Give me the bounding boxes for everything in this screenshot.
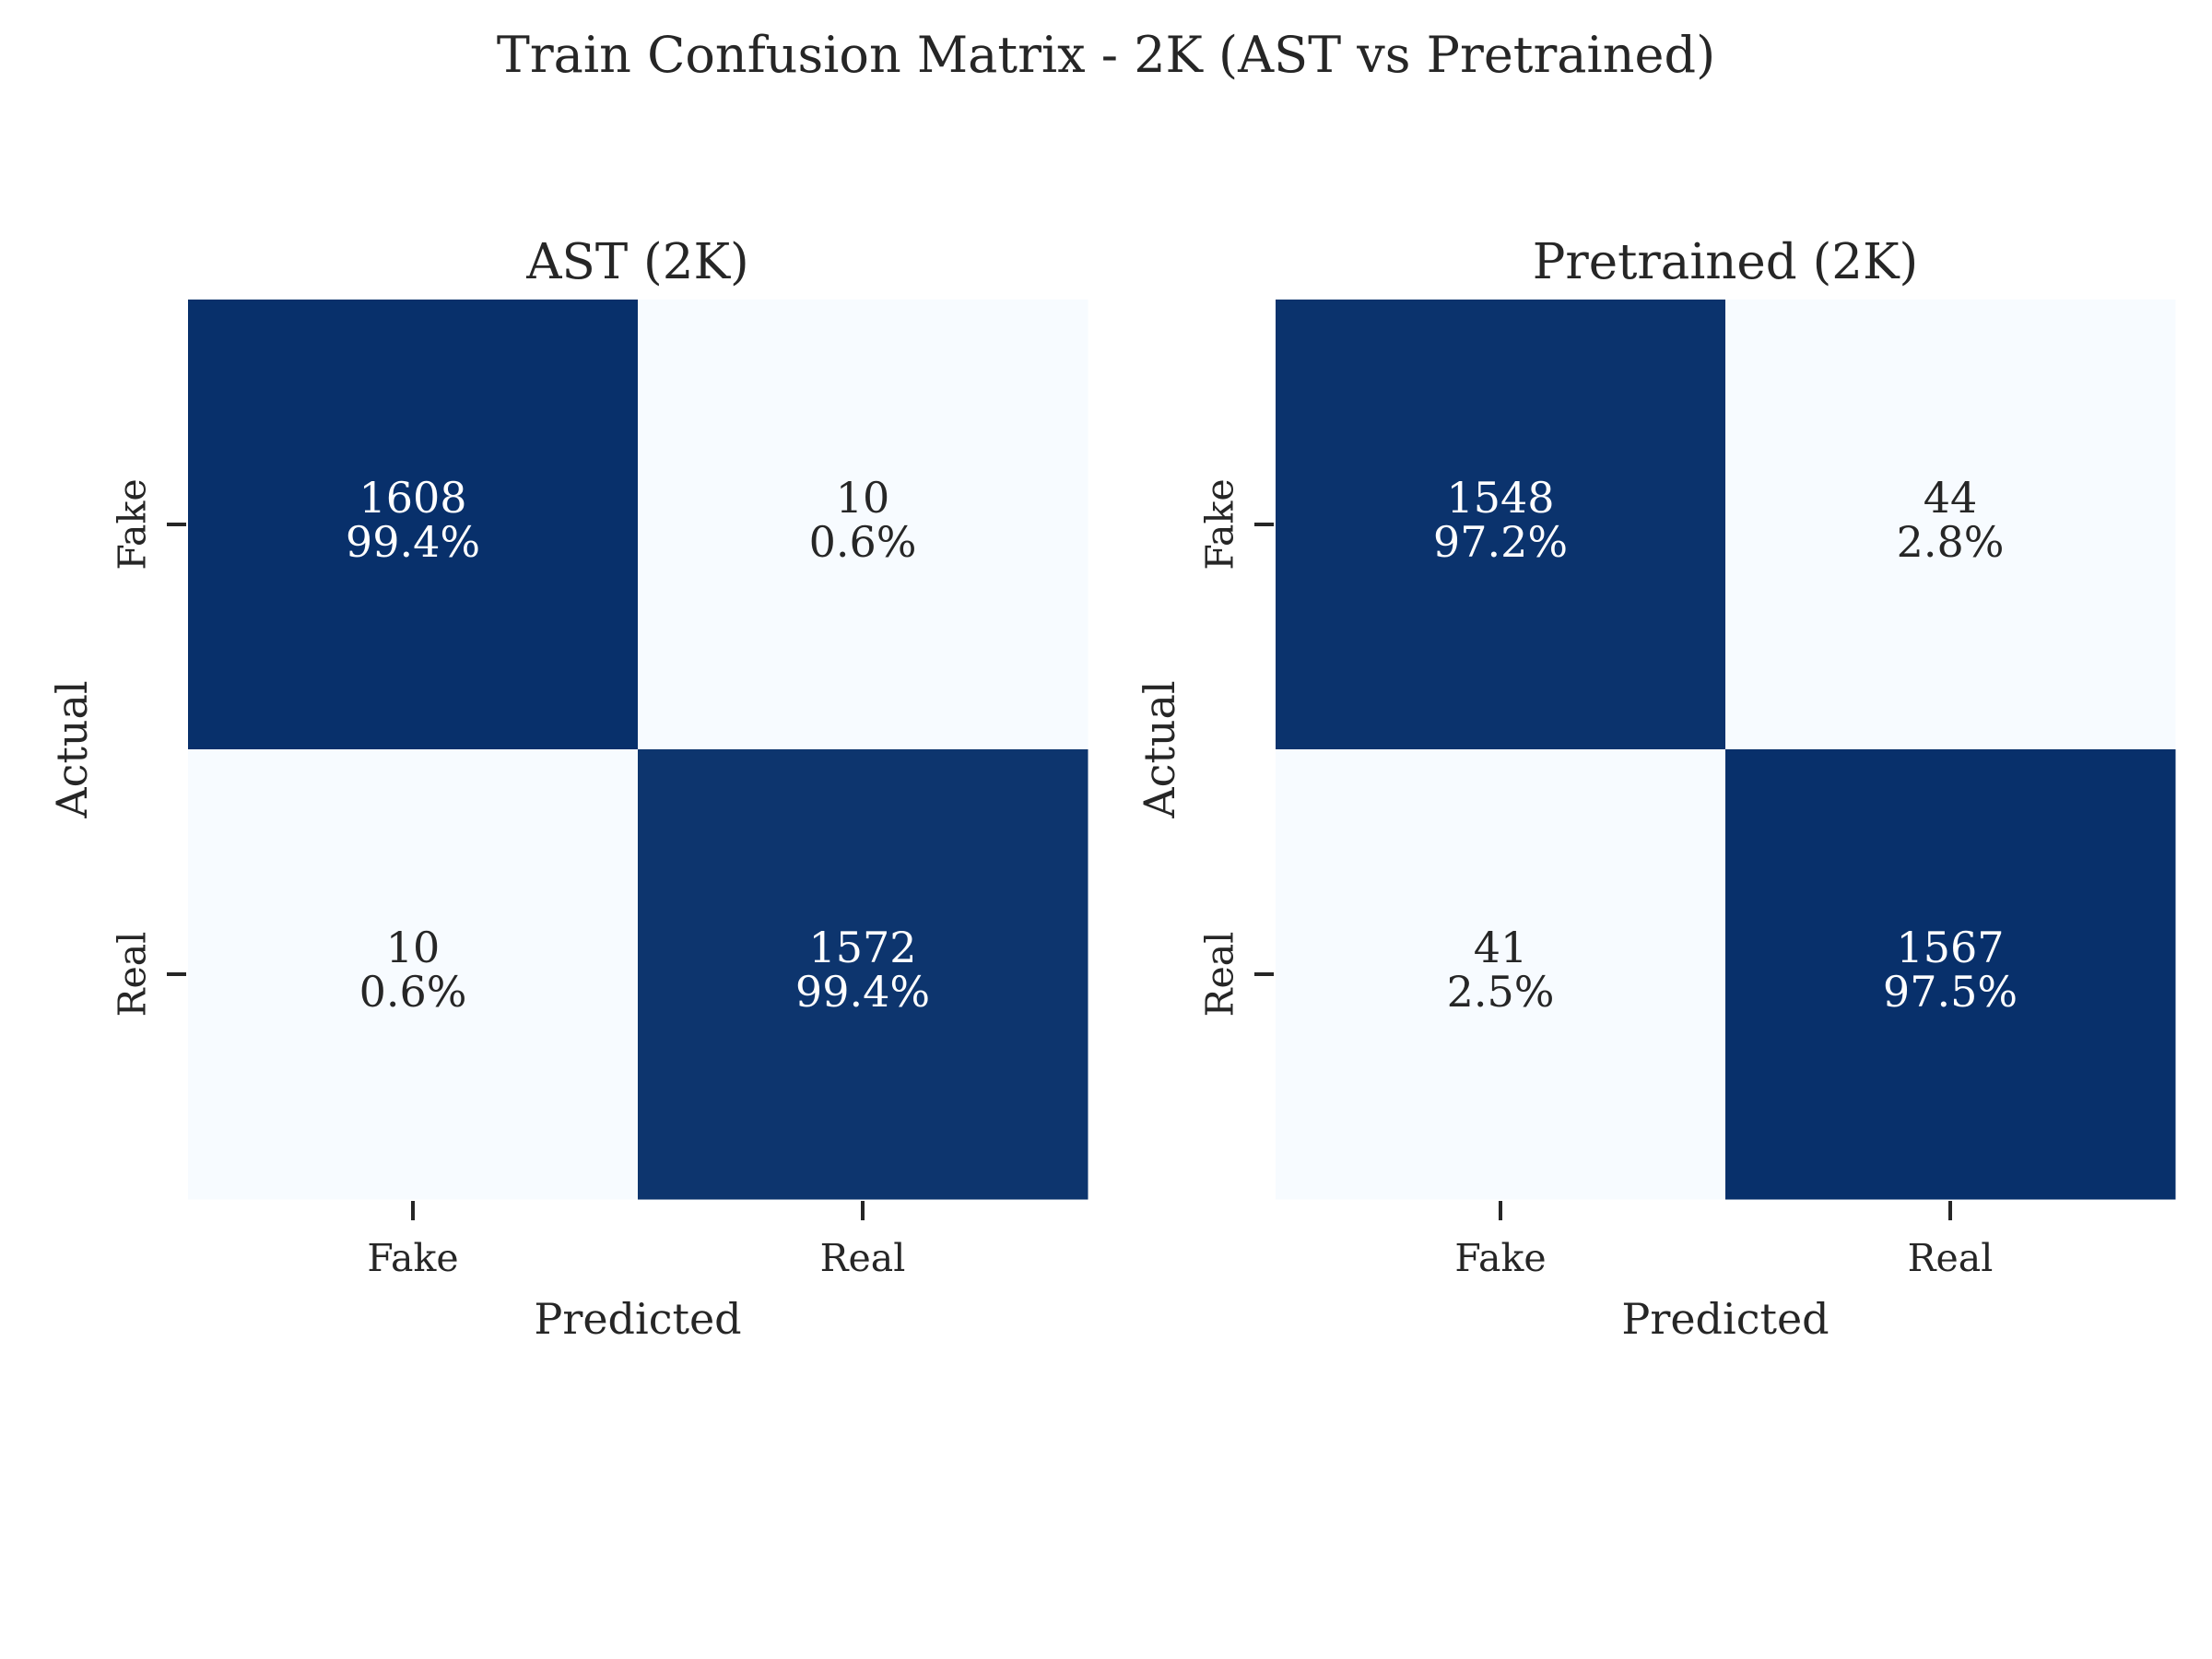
cell-percent-label: 99.4%	[346, 517, 480, 567]
y-tick-label: Real	[111, 932, 155, 1018]
x-tick-label: Fake	[367, 1236, 458, 1280]
heatmap-cell	[1276, 749, 1726, 1200]
cell-percent-label: 0.6%	[809, 517, 917, 567]
cell-count-label: 41	[1474, 923, 1528, 972]
cell-count-label: 10	[836, 473, 890, 523]
y-tick-label: Real	[1198, 932, 1242, 1018]
x-tick-label: Real	[820, 1236, 906, 1280]
heatmap-cell	[1725, 749, 2176, 1200]
cell-count-label: 1567	[1896, 923, 2004, 972]
heatmap-cell	[188, 300, 639, 750]
panel-title: AST (2K)	[525, 234, 748, 290]
heatmap-cell	[188, 749, 639, 1200]
cell-percent-label: 97.2%	[1433, 517, 1568, 567]
heatmap-cell	[1725, 300, 2176, 750]
figure-suptitle: Train Confusion Matrix - 2K (AST vs Pret…	[497, 26, 1715, 84]
x-tick-label: Real	[1908, 1236, 1994, 1280]
y-axis-label: Actual	[47, 680, 97, 818]
heatmap-cell	[638, 749, 1088, 1200]
cell-count-label: 1548	[1446, 473, 1554, 523]
y-tick-label: Fake	[111, 478, 155, 570]
heatmap-cell	[638, 300, 1088, 750]
panel-title: Pretrained (2K)	[1533, 234, 1919, 290]
cell-percent-label: 2.8%	[1897, 517, 2005, 567]
cell-percent-label: 2.5%	[1447, 967, 1555, 1017]
x-axis-label: Predicted	[534, 1294, 741, 1344]
y-axis-label: Actual	[1135, 680, 1184, 818]
cell-count-label: 1572	[808, 923, 916, 972]
y-tick-label: Fake	[1198, 478, 1242, 570]
x-axis-label: Predicted	[1621, 1294, 1829, 1344]
heatmap-cell	[1276, 300, 1726, 750]
cell-percent-label: 0.6%	[359, 967, 467, 1017]
cell-count-label: 44	[1924, 473, 1978, 523]
cell-percent-label: 99.4%	[795, 967, 930, 1017]
cell-percent-label: 97.5%	[1883, 967, 2018, 1017]
cell-count-label: 10	[386, 923, 441, 972]
cell-count-label: 1608	[359, 473, 466, 523]
x-tick-label: Fake	[1454, 1236, 1546, 1280]
